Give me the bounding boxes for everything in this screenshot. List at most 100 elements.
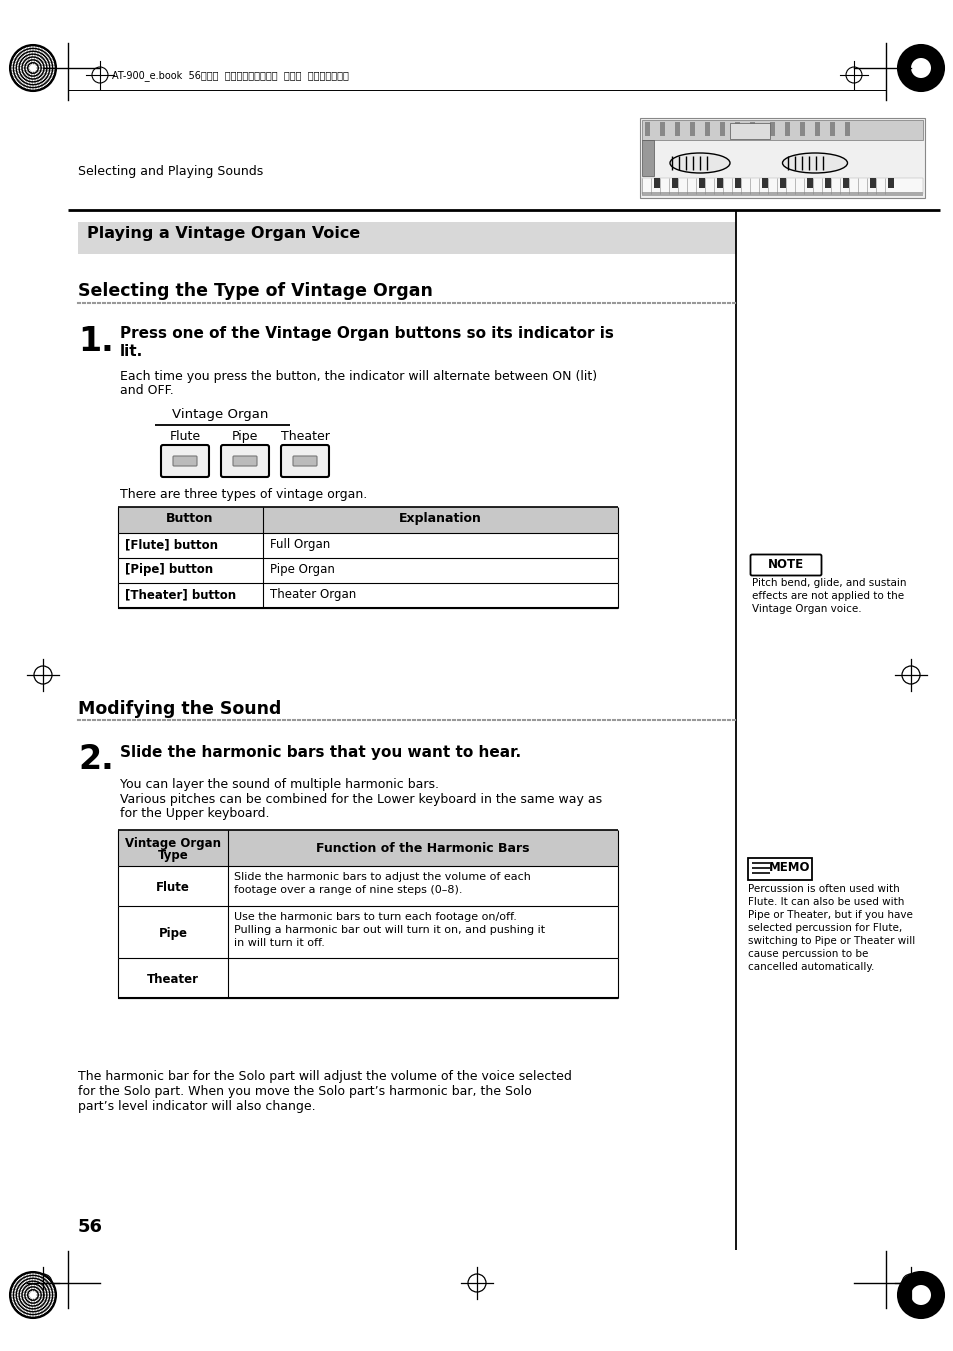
Circle shape — [29, 85, 30, 86]
Circle shape — [23, 1296, 25, 1297]
Circle shape — [34, 1285, 36, 1286]
Circle shape — [21, 73, 23, 74]
Circle shape — [49, 1308, 51, 1309]
Circle shape — [34, 58, 36, 59]
FancyBboxPatch shape — [161, 444, 209, 477]
Circle shape — [20, 50, 22, 51]
Bar — [671, 178, 678, 188]
Text: Type: Type — [157, 848, 188, 862]
Bar — [641, 192, 923, 196]
Circle shape — [41, 80, 43, 81]
Circle shape — [35, 69, 37, 70]
Bar — [747, 858, 811, 880]
Circle shape — [20, 1277, 22, 1278]
Circle shape — [32, 1312, 33, 1315]
Circle shape — [22, 82, 24, 84]
Circle shape — [20, 1290, 22, 1292]
Circle shape — [11, 1292, 13, 1293]
Circle shape — [31, 68, 32, 69]
Circle shape — [36, 73, 37, 74]
Circle shape — [47, 1279, 48, 1281]
Bar — [761, 178, 767, 188]
Circle shape — [43, 1312, 44, 1315]
Circle shape — [28, 1306, 30, 1308]
Circle shape — [33, 61, 34, 62]
Circle shape — [49, 1286, 51, 1288]
Circle shape — [44, 57, 45, 58]
Bar — [641, 120, 923, 141]
Circle shape — [47, 62, 49, 63]
Circle shape — [41, 1286, 43, 1288]
Circle shape — [43, 61, 45, 62]
Circle shape — [34, 77, 36, 78]
Circle shape — [11, 1297, 13, 1298]
Circle shape — [30, 1288, 31, 1289]
Circle shape — [14, 57, 15, 58]
Circle shape — [25, 1283, 27, 1286]
Circle shape — [15, 1306, 16, 1308]
Circle shape — [30, 88, 32, 89]
Text: Slide the harmonic bars to adjust the volume of each: Slide the harmonic bars to adjust the vo… — [233, 871, 530, 882]
Circle shape — [25, 1300, 27, 1301]
Text: [Flute] button: [Flute] button — [125, 538, 218, 551]
Circle shape — [25, 73, 27, 74]
Bar — [654, 178, 659, 188]
Circle shape — [29, 1292, 30, 1293]
Circle shape — [23, 1275, 25, 1277]
Bar — [734, 178, 740, 188]
Circle shape — [29, 1277, 30, 1278]
Circle shape — [30, 70, 31, 72]
Circle shape — [47, 1297, 49, 1298]
Circle shape — [14, 1289, 16, 1292]
Circle shape — [18, 1300, 19, 1301]
Circle shape — [43, 1279, 44, 1281]
Circle shape — [38, 1277, 40, 1279]
Circle shape — [41, 1292, 43, 1293]
Circle shape — [23, 49, 25, 50]
Circle shape — [28, 1279, 30, 1281]
Circle shape — [37, 1286, 39, 1288]
Circle shape — [44, 1292, 46, 1293]
Circle shape — [37, 1312, 38, 1313]
Circle shape — [39, 1308, 40, 1309]
Circle shape — [37, 55, 39, 58]
Circle shape — [33, 1304, 34, 1305]
Circle shape — [41, 1278, 43, 1281]
Circle shape — [18, 1301, 20, 1302]
Circle shape — [25, 47, 26, 49]
Circle shape — [42, 1293, 43, 1294]
Text: NOTE: NOTE — [767, 558, 803, 571]
Circle shape — [17, 57, 19, 58]
Circle shape — [41, 49, 43, 50]
Circle shape — [21, 1281, 22, 1282]
Text: There are three types of vintage organ.: There are three types of vintage organ. — [120, 488, 367, 501]
Circle shape — [14, 1292, 16, 1293]
Circle shape — [31, 1298, 33, 1300]
Circle shape — [28, 50, 30, 51]
Circle shape — [16, 80, 17, 82]
Circle shape — [19, 76, 21, 77]
Text: Press one of the Vintage Organ buttons so its indicator is: Press one of the Vintage Organ buttons s… — [120, 326, 613, 340]
Circle shape — [39, 74, 40, 76]
Circle shape — [29, 58, 30, 59]
Circle shape — [27, 1279, 28, 1282]
Circle shape — [22, 1309, 24, 1310]
Circle shape — [50, 61, 51, 62]
Circle shape — [20, 72, 22, 73]
Text: Button: Button — [166, 512, 213, 526]
Circle shape — [32, 1296, 33, 1297]
Circle shape — [47, 70, 49, 72]
Circle shape — [28, 1282, 30, 1285]
Circle shape — [50, 63, 51, 66]
Circle shape — [26, 88, 28, 89]
Circle shape — [47, 1305, 49, 1306]
Circle shape — [14, 70, 16, 72]
Circle shape — [24, 58, 26, 59]
Circle shape — [48, 1309, 50, 1310]
Circle shape — [22, 85, 23, 86]
Circle shape — [17, 69, 19, 72]
Circle shape — [31, 1309, 32, 1310]
Circle shape — [43, 78, 44, 80]
Circle shape — [27, 1286, 29, 1288]
Text: switching to Pipe or Theater will: switching to Pipe or Theater will — [747, 936, 914, 946]
